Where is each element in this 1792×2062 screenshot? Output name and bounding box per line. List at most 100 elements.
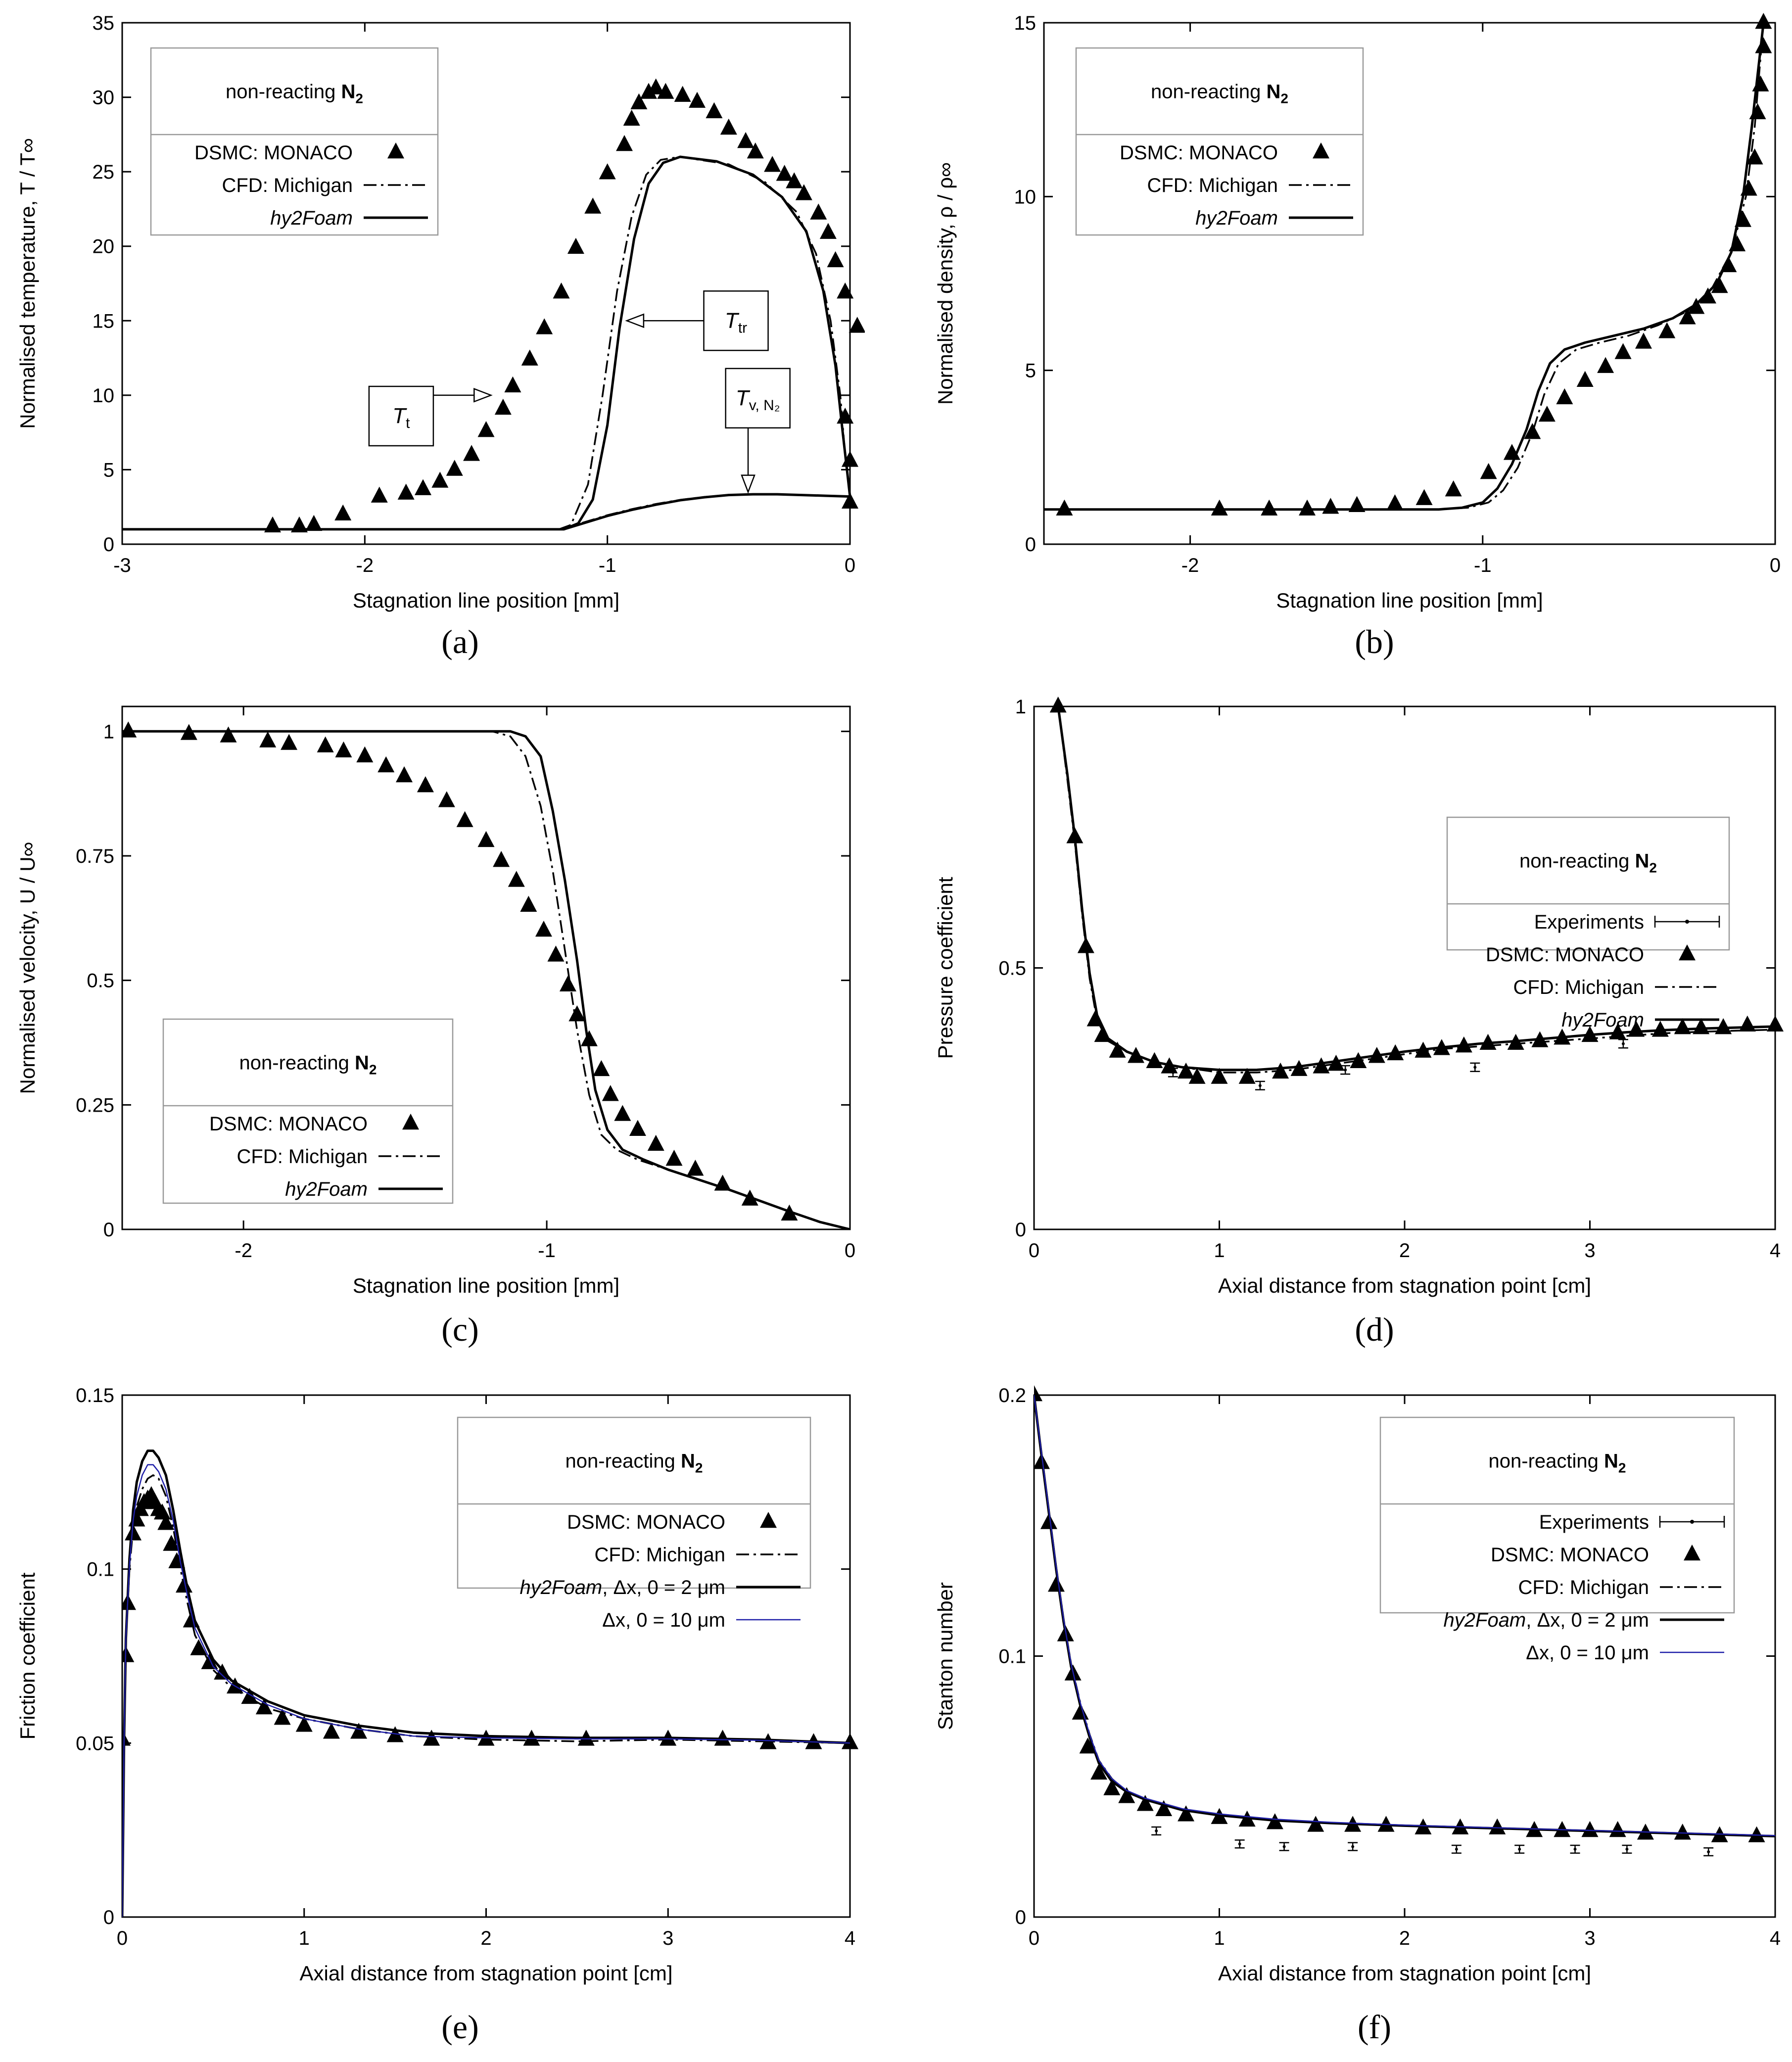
dsmc-marker xyxy=(1047,1576,1065,1592)
dsmc-marker xyxy=(567,237,584,254)
series-line xyxy=(1044,22,1765,511)
dsmc-marker xyxy=(1056,499,1073,516)
legend-header: non-reacting N2 xyxy=(566,1451,703,1476)
legend: non-reacting N2 DSMC: MONACO CFD: Michigan… xyxy=(150,47,439,236)
dsmc-marker xyxy=(674,86,691,102)
series-layer xyxy=(122,721,850,1229)
series-line xyxy=(1057,706,1776,1072)
dsmc-marker xyxy=(1290,1060,1308,1076)
dsmc-marker xyxy=(477,421,495,437)
annotation-box xyxy=(368,385,434,447)
dsmc-marker xyxy=(630,93,648,109)
legend-label: Δx, 0 = 10 μm xyxy=(602,1609,725,1631)
dsmc-marker xyxy=(335,741,352,757)
legend-label: hy2Foam xyxy=(1195,207,1278,229)
x-tick-label: 0 xyxy=(117,1927,128,1949)
dsmc-marker xyxy=(1597,357,1614,373)
y-axis-title: Normalised velocity, U / U∞ xyxy=(16,842,39,1094)
annotation-label: Tt xyxy=(392,404,410,431)
dsmc-marker xyxy=(1079,1737,1096,1754)
dsmc-marker xyxy=(1739,1015,1756,1032)
dsmc-marker xyxy=(463,445,480,461)
dsmc-marker xyxy=(1748,1826,1765,1842)
dsmc-marker xyxy=(842,492,858,509)
dsmc-marker xyxy=(849,317,865,333)
x-tick-label: 3 xyxy=(1584,1240,1595,1262)
legend-label: hy2Foam xyxy=(285,1178,368,1200)
y-tick-label: 25 xyxy=(93,161,115,183)
legend-box xyxy=(1446,816,1730,951)
dsmc-marker xyxy=(1146,1052,1163,1069)
experiment-point xyxy=(1621,1042,1625,1045)
experiment-point xyxy=(1344,1068,1347,1072)
dsmc-marker xyxy=(535,920,552,937)
dsmc-marker xyxy=(737,132,755,148)
dsmc-marker xyxy=(157,1514,175,1530)
dsmc-marker xyxy=(837,282,854,299)
experiment-point xyxy=(1238,1842,1241,1846)
dsmc-marker xyxy=(1679,308,1696,325)
legend-header: non-reacting N2 xyxy=(1489,1451,1626,1476)
dsmc-marker xyxy=(1118,1787,1135,1803)
legend-marker xyxy=(1313,142,1329,159)
y-tick-label: 0 xyxy=(1015,1907,1026,1928)
dsmc-marker xyxy=(665,1150,683,1166)
legend-label: DSMC: MONACO xyxy=(194,142,353,164)
legend-box xyxy=(162,1018,454,1204)
experiment-point xyxy=(1455,1847,1458,1851)
dsmc-marker xyxy=(657,83,674,99)
plot-frame xyxy=(121,705,851,1230)
y-tick-label: 5 xyxy=(1025,360,1036,382)
dsmc-marker xyxy=(584,197,602,214)
y-tick-label: 0 xyxy=(103,534,114,556)
legend-label: Δx, 0 = 10 μm xyxy=(1526,1642,1649,1664)
experiment-point xyxy=(1518,1847,1521,1851)
dsmc-marker xyxy=(819,223,837,239)
dsmc-marker xyxy=(1688,298,1705,314)
dsmc-marker xyxy=(438,791,455,807)
dsmc-marker xyxy=(317,736,334,752)
dsmc-marker xyxy=(1524,423,1541,439)
chart-panel-4: 0 1 2 3 4 0 0.5 1 Axial distance from stagnation… xyxy=(934,696,1784,1348)
panel-label: (b) xyxy=(1355,623,1394,660)
legend-marker xyxy=(1679,944,1696,961)
y-tick-label: 0.5 xyxy=(998,958,1026,980)
dsmc-marker xyxy=(504,376,521,393)
dsmc-marker xyxy=(259,731,277,748)
dsmc-marker xyxy=(593,1060,610,1077)
dsmc-marker xyxy=(1348,496,1366,512)
dsmc-marker xyxy=(1327,1055,1345,1071)
x-tick-label: 1 xyxy=(299,1927,310,1949)
plot-frame xyxy=(121,22,851,545)
dsmc-marker xyxy=(623,109,640,126)
dsmc-marker xyxy=(122,1730,131,1746)
series-line xyxy=(559,493,850,530)
dsmc-marker xyxy=(559,975,576,992)
dsmc-marker xyxy=(647,1134,664,1151)
x-tick-label: -1 xyxy=(538,1240,556,1262)
dsmc-marker xyxy=(477,831,495,847)
dsmc-marker xyxy=(1538,405,1556,422)
legend: non-reacting N2 Experiments DSMC: MONACO CF… xyxy=(1379,1416,1735,1664)
x-tick-label: -1 xyxy=(1474,555,1492,576)
series-line xyxy=(1034,1395,1776,1836)
chart-panel-5: 0 1 2 3 4 0 0.05 0.1 0.15 Axial distance from sta… xyxy=(16,1385,858,2046)
dsmc-marker xyxy=(764,156,781,172)
series-line xyxy=(122,156,851,530)
series-line xyxy=(122,1474,850,1917)
dsmc-marker xyxy=(1103,1779,1121,1795)
legend-label: hy2Foam, Δx, 0 = 2 μm xyxy=(1444,1609,1649,1631)
legend-marker xyxy=(1684,1544,1700,1561)
series-line xyxy=(122,1450,850,1917)
dsmc-marker xyxy=(1445,480,1462,497)
dsmc-marker xyxy=(689,92,706,108)
series-line xyxy=(122,730,850,1229)
y-tick-label: 20 xyxy=(93,236,115,258)
panel-label: (e) xyxy=(441,2008,478,2046)
y-tick-label: 0.15 xyxy=(76,1385,114,1406)
dsmc-marker xyxy=(602,1085,619,1101)
y-tick-label: 30 xyxy=(93,87,115,109)
annotation-arrowhead xyxy=(473,388,493,403)
y-axis-title: Normalised temperature, T / T∞ xyxy=(16,138,39,429)
x-tick-label: 3 xyxy=(662,1927,673,1949)
